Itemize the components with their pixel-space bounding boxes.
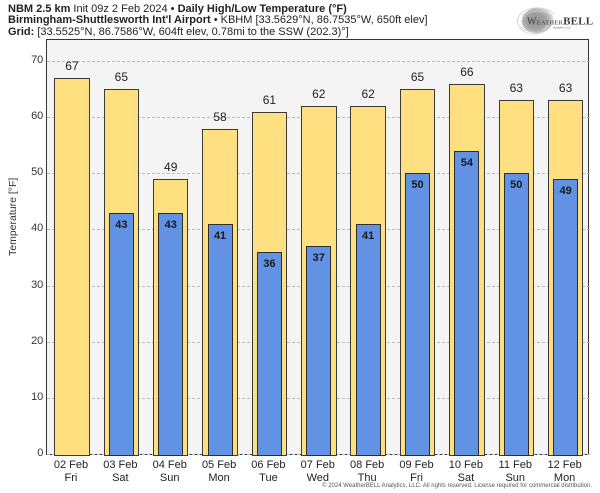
svg-text:Analytics LLC: Analytics LLC bbox=[553, 26, 571, 30]
